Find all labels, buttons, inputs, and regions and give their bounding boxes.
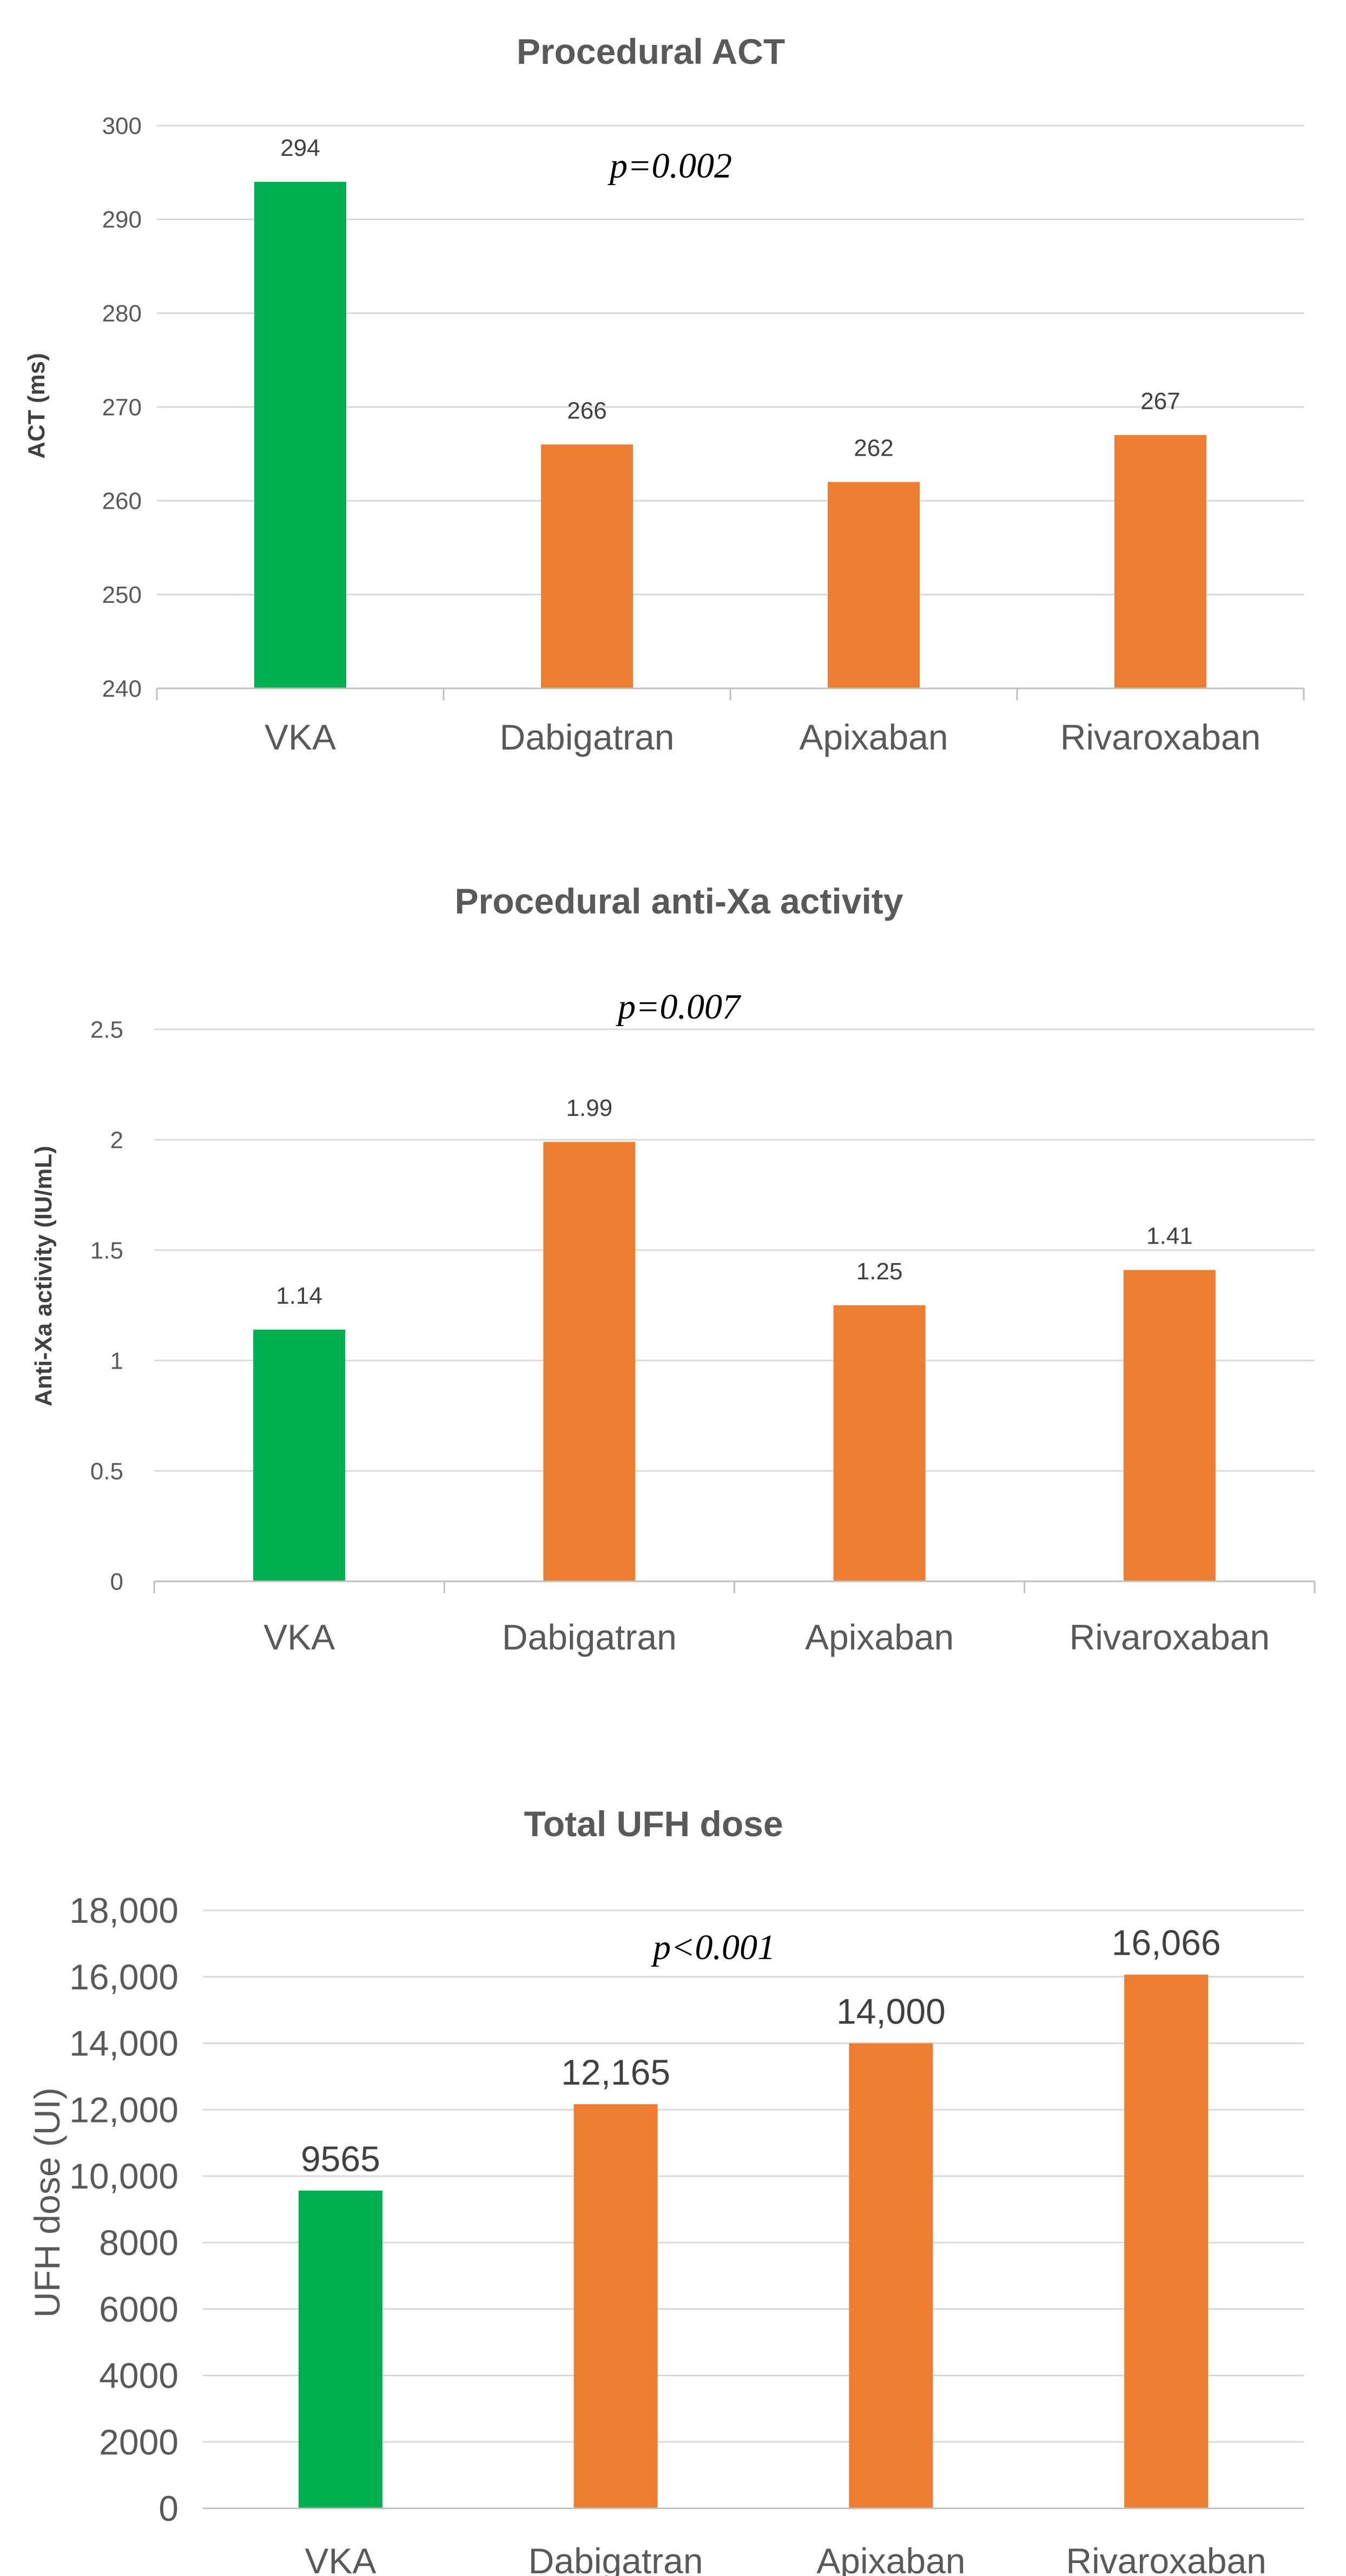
data-label: 1.99 bbox=[566, 1095, 613, 1121]
data-label: 294 bbox=[280, 135, 320, 161]
y-tick-label: 14,000 bbox=[69, 2023, 179, 2064]
data-label: 16,066 bbox=[1112, 1923, 1221, 1963]
y-tick-label: 16,000 bbox=[69, 1957, 179, 1997]
data-label: 1.25 bbox=[856, 1258, 903, 1285]
bar bbox=[298, 2190, 382, 2508]
bar bbox=[1123, 1270, 1216, 1581]
y-tick-label: 240 bbox=[102, 675, 142, 702]
category-label: Dabigatran bbox=[500, 717, 675, 757]
bar bbox=[828, 482, 920, 688]
chart-procedural-act: Procedural ACT ACT (ms) p=0.002 240 250 26… bbox=[23, 31, 1305, 757]
y-tick-label: 270 bbox=[102, 394, 142, 420]
category-label: Dabigatran bbox=[529, 2541, 703, 2576]
y-tick-label: 250 bbox=[102, 582, 142, 608]
bar bbox=[1124, 1974, 1209, 2508]
y-tick-labels: 240 250 260 270 280 290 300 bbox=[102, 113, 142, 702]
data-labels: 1.14 1.99 1.25 1.41 bbox=[276, 1095, 1192, 1309]
category-label: Dabigatran bbox=[502, 1617, 677, 1657]
category-label: VKA bbox=[265, 717, 336, 757]
category-label: Rivaroxaban bbox=[1066, 2541, 1266, 2576]
chart-title: Procedural ACT bbox=[517, 31, 785, 71]
data-label: 1.41 bbox=[1146, 1223, 1193, 1250]
y-tick-label: 18,000 bbox=[69, 1890, 179, 1930]
x-axis-ticks bbox=[153, 1581, 1316, 1593]
category-label: Rivaroxaban bbox=[1060, 717, 1261, 757]
y-tick-label: 12,000 bbox=[69, 2089, 179, 2130]
category-label: VKA bbox=[263, 1617, 335, 1657]
chart-title: Total UFH dose bbox=[524, 1804, 783, 1844]
gridlines bbox=[203, 1909, 1304, 2443]
bar bbox=[849, 2043, 933, 2508]
bar bbox=[833, 1305, 926, 1581]
chart-total-ufh-dose: Total UFH dose UFH dose (UI) p<0.001 0 20… bbox=[27, 1804, 1304, 2576]
bar bbox=[254, 182, 346, 688]
data-label: 262 bbox=[854, 435, 893, 462]
y-axis-label: UFH dose (UI) bbox=[27, 2087, 67, 2317]
bars bbox=[253, 1142, 1216, 1581]
y-tick-label: 2000 bbox=[99, 2422, 179, 2462]
bar bbox=[1114, 435, 1206, 688]
data-label: 9565 bbox=[301, 2139, 380, 2179]
category-labels: VKA Dabigatran Apixaban Rivaroxaban bbox=[305, 2541, 1266, 2576]
category-labels: VKA Dabigatran Apixaban Rivaroxaban bbox=[263, 1617, 1270, 1657]
y-tick-label: 0 bbox=[159, 2488, 179, 2528]
category-label: Apixaban bbox=[805, 1617, 954, 1657]
data-label: 12,165 bbox=[561, 2052, 670, 2092]
data-label: 14,000 bbox=[836, 1992, 946, 2032]
y-tick-label: 2 bbox=[110, 1127, 123, 1153]
category-label: Apixaban bbox=[799, 717, 948, 757]
y-tick-label: 0.5 bbox=[90, 1458, 123, 1484]
bar bbox=[573, 2104, 658, 2508]
chart-anti-xa-activity: Procedural anti-Xa activity Anti-Xa acti… bbox=[30, 881, 1316, 1657]
y-tick-label: 1.5 bbox=[90, 1237, 123, 1264]
y-tick-label: 0 bbox=[110, 1568, 123, 1595]
gridlines bbox=[154, 1028, 1315, 1472]
bar bbox=[543, 1142, 636, 1581]
bars bbox=[298, 1974, 1209, 2508]
category-label: Rivaroxaban bbox=[1070, 1617, 1270, 1657]
bar bbox=[541, 444, 633, 688]
y-axis-label: ACT (ms) bbox=[23, 353, 50, 459]
data-labels: 294 266 262 267 bbox=[280, 135, 1180, 462]
y-tick-label: 4000 bbox=[99, 2356, 179, 2396]
p-value-annotation: p=0.002 bbox=[608, 146, 732, 186]
p-value-annotation: p=0.007 bbox=[616, 987, 742, 1027]
chart-title: Procedural anti-Xa activity bbox=[455, 881, 903, 921]
y-tick-label: 8000 bbox=[99, 2223, 179, 2263]
y-tick-labels: 0 0.5 1 1.5 2 2.5 bbox=[90, 1016, 123, 1595]
data-label: 1.14 bbox=[276, 1283, 322, 1309]
y-tick-label: 280 bbox=[102, 300, 142, 327]
category-label: Apixaban bbox=[816, 2541, 965, 2576]
bar bbox=[253, 1329, 346, 1581]
y-tick-label: 300 bbox=[102, 113, 142, 139]
data-labels: 9565 12,165 14,000 16,066 bbox=[301, 1923, 1221, 2179]
y-tick-label: 1 bbox=[110, 1348, 123, 1374]
y-tick-label: 290 bbox=[102, 207, 142, 233]
data-label: 267 bbox=[1140, 388, 1180, 415]
y-tick-label: 10,000 bbox=[69, 2156, 179, 2196]
bars bbox=[254, 182, 1206, 688]
gridlines bbox=[157, 124, 1304, 596]
y-tick-label: 2.5 bbox=[90, 1016, 123, 1043]
y-axis-label: Anti-Xa activity (IU/mL) bbox=[30, 1146, 57, 1407]
y-tick-labels: 0 2000 4000 6000 8000 10,000 12,000 14,000 16,00… bbox=[69, 1890, 179, 2528]
category-labels: VKA Dabigatran Apixaban Rivaroxaban bbox=[265, 717, 1261, 757]
data-label: 266 bbox=[567, 397, 606, 424]
y-tick-label: 260 bbox=[102, 488, 142, 515]
p-value-annotation: p<0.001 bbox=[651, 1928, 775, 1967]
y-tick-label: 6000 bbox=[99, 2289, 179, 2329]
category-label: VKA bbox=[305, 2541, 376, 2576]
x-axis-ticks bbox=[156, 688, 1305, 700]
